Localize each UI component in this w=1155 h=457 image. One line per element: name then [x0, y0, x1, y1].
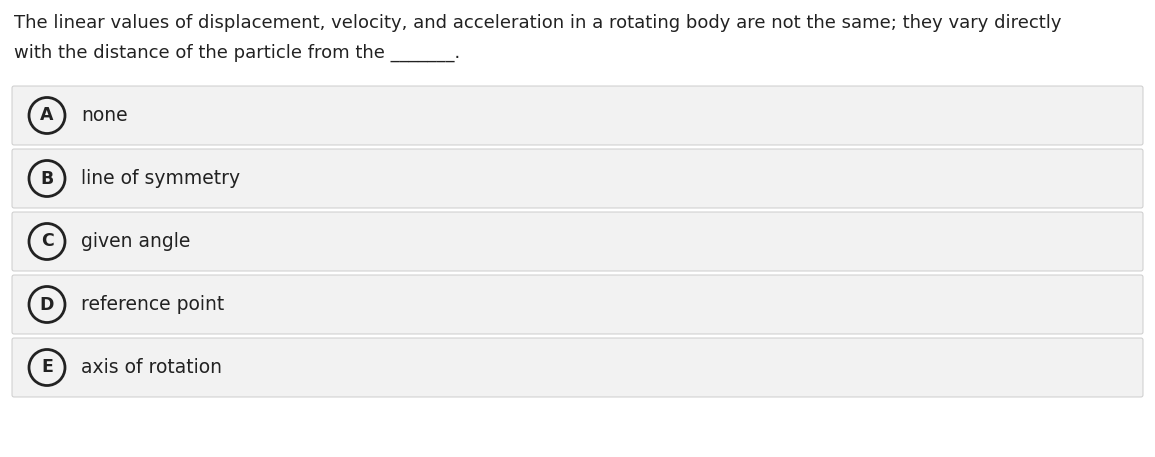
Text: none: none — [81, 106, 127, 125]
FancyBboxPatch shape — [12, 275, 1143, 334]
Text: given angle: given angle — [81, 232, 191, 251]
FancyBboxPatch shape — [12, 149, 1143, 208]
Circle shape — [29, 350, 65, 386]
Circle shape — [29, 287, 65, 323]
Text: with the distance of the particle from the _______.: with the distance of the particle from t… — [14, 44, 460, 62]
Circle shape — [29, 160, 65, 197]
Text: E: E — [42, 358, 53, 377]
Text: axis of rotation: axis of rotation — [81, 358, 222, 377]
FancyBboxPatch shape — [12, 86, 1143, 145]
FancyBboxPatch shape — [12, 212, 1143, 271]
Circle shape — [29, 223, 65, 260]
FancyBboxPatch shape — [12, 338, 1143, 397]
Circle shape — [29, 97, 65, 133]
Text: line of symmetry: line of symmetry — [81, 169, 240, 188]
Text: A: A — [40, 106, 54, 124]
Text: B: B — [40, 170, 53, 187]
Text: The linear values of displacement, velocity, and acceleration in a rotating body: The linear values of displacement, veloc… — [14, 14, 1061, 32]
Text: reference point: reference point — [81, 295, 224, 314]
Text: C: C — [40, 233, 53, 250]
Text: D: D — [39, 296, 54, 314]
